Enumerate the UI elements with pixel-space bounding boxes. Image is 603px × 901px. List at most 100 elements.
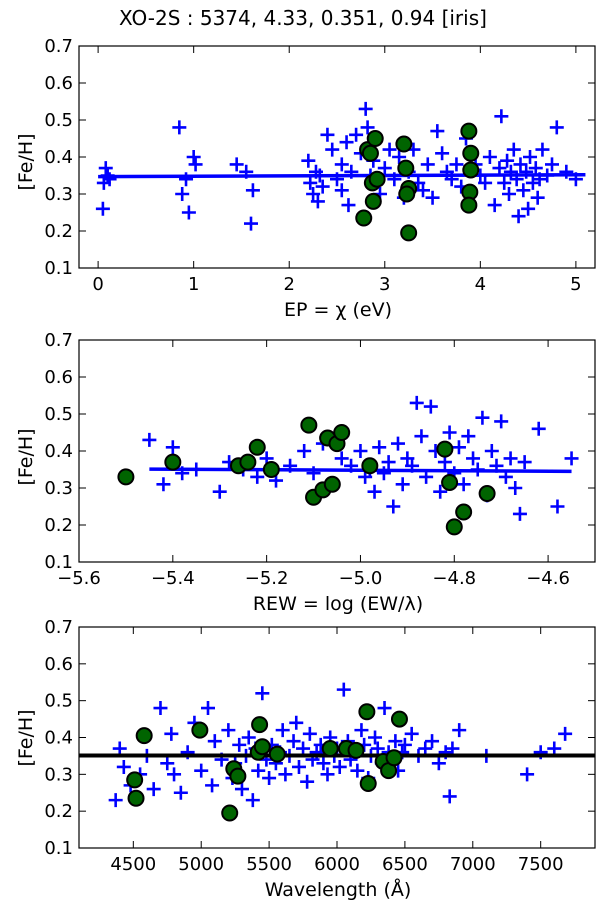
- panel-rew-fe2-point: [455, 503, 473, 521]
- panel-wavelength-fe1-point: [173, 785, 188, 800]
- panel-rew-fe1-point: [550, 499, 565, 514]
- panel-wavelength-fe1-point: [112, 741, 127, 756]
- panel-wavelength-fe1-point: [207, 734, 222, 749]
- panel-wavelength-fe1-point: [425, 734, 440, 749]
- panel-ep-fe1-point: [360, 120, 375, 135]
- panel-wavelength-fe2-point: [390, 710, 408, 728]
- panel-rew-fe1-point: [508, 481, 523, 495]
- panel-rew-fe1-point: [414, 429, 429, 444]
- panel-ep-marks: [95, 101, 586, 242]
- panel-rew-fe1-point: [503, 451, 518, 466]
- panel-wavelength: 4500 5000 5500 6000 6500 7000 7500 0.1 0.2 0.3 0.4…: [15, 617, 596, 901]
- panel-wavelength-fe1-point: [368, 730, 383, 745]
- panel-wavelength-fe1-point: [289, 715, 304, 730]
- panel-wavelength-fe1-point: [397, 737, 412, 752]
- panel-rew-fe1-point: [297, 444, 312, 458]
- panel-wavelength-fe1-point: [370, 741, 385, 756]
- panel-rew-fe1-point: [353, 444, 368, 458]
- panel-wavelength-fe1-point: [108, 793, 123, 808]
- panel-rew-axes: −5.6 −5.4 −5.2 −5.0 −4.8 −4.6 0.1 0.2 0.3 0.4 0.5 0…: [44, 330, 596, 589]
- panel-wavelength-ytick-label: 0.3: [44, 764, 73, 785]
- panel-wavelength-fe2-point: [126, 771, 144, 789]
- panel-wavelength-fe1-point: [354, 723, 369, 738]
- panel-ep-fe2-point: [364, 192, 382, 210]
- panel-ep-fe1-point: [172, 120, 187, 135]
- panel-rew-fe2-point: [262, 461, 280, 478]
- panel-wavelength-fe1-point: [332, 759, 347, 774]
- panel-ep-fe1-point: [435, 146, 450, 161]
- panel-ep-xlabel: EP = χ (eV): [284, 299, 392, 321]
- panel-ep-fe2-point: [355, 209, 373, 227]
- panel-ep-ytick-label: 0.7: [44, 36, 73, 57]
- panel-ep-fe1-point: [334, 183, 349, 198]
- panel-ep-fe2-point: [462, 161, 480, 179]
- panel-wavelength-ytick-label: 0.6: [44, 654, 73, 675]
- panel-wavelength-fe2-point: [221, 804, 239, 822]
- panel-wavelength-fe1-point: [255, 686, 270, 701]
- panel-rew: −5.6 −5.4 −5.2 −5.0 −4.8 −4.6 0.1 0.2 0.3 0.4 0.5 0…: [15, 330, 596, 615]
- panel-ep-fe1-point: [341, 198, 356, 213]
- panel-rew-fe1-point: [512, 506, 527, 521]
- panel-ep-ytick-label: 0.6: [44, 73, 73, 94]
- panel-ep-ytick-label: 0.4: [44, 147, 73, 168]
- panel-wavelength-fe1-point: [418, 741, 433, 756]
- panel-wavelength-fe1-point: [520, 767, 535, 782]
- panel-rew-xtick-label: −5.6: [57, 568, 101, 589]
- panel-rew-ytick-label: 0.2: [44, 515, 73, 536]
- panel-ep-fe1-point: [559, 164, 574, 179]
- panel-ep-fe2-point: [462, 144, 480, 162]
- panel-ep-ytick-label: 0.1: [44, 258, 73, 279]
- panel-rew-fe1-point: [156, 477, 171, 492]
- panel-wavelength-fe2-point: [191, 721, 209, 739]
- panel-wavelength-fe2-point: [268, 745, 286, 763]
- panel-ep-fe1-point: [181, 205, 196, 220]
- panel-wavelength-fe1-point: [153, 701, 168, 716]
- panel-ep-fe1-point: [487, 198, 502, 213]
- panel-ep-fe1-point: [528, 161, 543, 176]
- panel-ep-ytick-label: 0.5: [44, 110, 73, 131]
- panel-ep-fe1-point: [420, 157, 435, 172]
- panel-rew-fe1-point: [212, 484, 227, 499]
- panel-ep-fe1-point: [334, 157, 349, 172]
- panel-wavelength-xtick-label: 7000: [450, 854, 496, 875]
- panel-rew-fe1-point: [517, 455, 532, 470]
- panel-rew-fe1-point: [433, 484, 448, 499]
- panel-ep-fe2-point: [366, 130, 384, 147]
- panel-rew-fe1-point: [475, 410, 490, 425]
- panel-ep-fe1-point: [494, 109, 509, 124]
- panel-rew-ytick-label: 0.4: [44, 441, 73, 462]
- panel-wavelength-xtick-label: 4500: [110, 854, 156, 875]
- panel-ep-fe1-point: [523, 150, 538, 164]
- panel-ep-fe1-point: [482, 150, 497, 164]
- panel-wavelength-xtick-label: 6000: [314, 854, 360, 875]
- panel-wavelength-fe1-point: [286, 734, 301, 749]
- panel-wavelength-fe1-point: [232, 737, 247, 752]
- panel-wavelength-xtick-label: 5000: [178, 854, 224, 875]
- panel-rew-fe1-point: [461, 429, 476, 444]
- panel-ep-fe1-point: [179, 172, 194, 187]
- panel-ep-fe2-point: [400, 224, 418, 242]
- panel-rew-marks: [117, 395, 579, 536]
- panel-ep-fe1-point: [244, 216, 258, 231]
- panel-rew-fe1-point: [395, 477, 410, 492]
- panel-rew-ytick-label: 0.7: [44, 330, 73, 351]
- panel-ep-fe2-point: [395, 135, 413, 153]
- panel-wavelength-xtick-label: 7500: [518, 854, 564, 875]
- panel-ep-frame: [78, 45, 596, 269]
- panel-ep-fe1-point: [449, 157, 464, 172]
- panel-ep-fe1-point: [188, 157, 203, 172]
- panel-wavelength-fe1-point: [234, 782, 249, 797]
- panel-ep-fe1-point: [502, 187, 516, 201]
- panel-wavelength-fe1-point: [167, 767, 182, 782]
- panel-rew-fe1-point: [409, 395, 424, 410]
- panel-rew-fe1-point: [494, 414, 509, 429]
- panel-ep-fe1-point: [320, 127, 335, 142]
- panel-ep-fe1-point: [521, 201, 536, 216]
- panel-ep-fe1-point: [425, 190, 440, 205]
- panel-wavelength-fe2-point: [359, 775, 377, 793]
- panel-wavelength-fe1-point: [194, 763, 209, 778]
- panel-wavelength-ytick-label: 0.1: [44, 838, 73, 859]
- panel-wavelength-fe1-point: [404, 726, 419, 741]
- panel-rew-fe1-point: [334, 451, 349, 466]
